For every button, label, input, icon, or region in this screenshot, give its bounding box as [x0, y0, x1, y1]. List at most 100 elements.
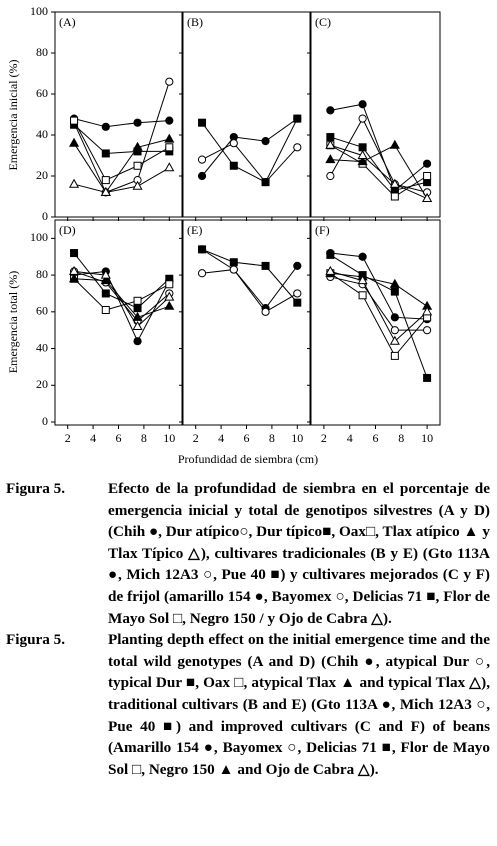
series-line: [73, 118, 170, 128]
series-line: [73, 167, 170, 193]
marker: [293, 143, 302, 152]
marker: [197, 171, 207, 181]
marker: [358, 252, 367, 261]
figure: Emergencia inicial (%) Emergencia total …: [6, 4, 441, 466]
x-tick-label: 10: [421, 431, 433, 445]
marker: [390, 192, 399, 201]
marker: [100, 275, 111, 285]
marker: [133, 118, 142, 127]
marker: [164, 300, 175, 310]
marker: [389, 139, 400, 149]
y-tick-label: 20: [36, 377, 48, 391]
x-axis-label: Profundidad de siembra (cm): [178, 452, 318, 466]
marker: [390, 351, 399, 360]
x-tick-label: 4: [347, 431, 353, 445]
marker: [229, 265, 238, 274]
marker: [100, 186, 111, 196]
series-line: [73, 270, 170, 328]
caption: Figura 5. Efecto de la profundidad de sie…: [6, 478, 490, 780]
marker: [358, 114, 367, 123]
marker: [133, 337, 142, 346]
series-line: [201, 269, 298, 313]
y-tick-label: 0: [42, 209, 48, 223]
panel-label: (E): [187, 223, 202, 237]
series-line: [73, 138, 170, 194]
marker: [357, 156, 368, 166]
x-tick-label: 2: [65, 431, 71, 445]
series-line: [73, 120, 170, 181]
panel-label: (C): [315, 15, 331, 29]
marker: [325, 139, 336, 149]
caption-label: Figura 5.: [6, 631, 66, 649]
marker: [132, 141, 143, 151]
marker: [357, 275, 368, 285]
marker: [133, 161, 142, 170]
series-line: [330, 272, 428, 307]
y-tick-label: 100: [30, 4, 48, 18]
y-tick-label: 60: [36, 86, 48, 100]
marker: [423, 159, 432, 168]
panel-label: (A): [59, 15, 76, 29]
x-tick-label: 6: [373, 431, 379, 445]
marker: [100, 269, 111, 279]
marker: [293, 114, 302, 123]
x-tick-label: 8: [398, 431, 404, 445]
marker: [165, 116, 174, 125]
panel-label: (B): [187, 15, 203, 29]
y-tick-label: 20: [36, 168, 48, 182]
marker: [132, 320, 143, 331]
marker: [198, 245, 207, 254]
series-line: [201, 248, 298, 303]
marker: [423, 373, 432, 382]
series-line: [73, 81, 170, 194]
marker: [326, 133, 335, 142]
y-tick-label: 40: [36, 127, 48, 141]
marker: [101, 305, 110, 314]
series-line: [201, 118, 298, 183]
marker: [422, 306, 433, 316]
series-line: [330, 136, 428, 191]
x-tick-label: 10: [291, 431, 303, 445]
x-tick-label: 2: [193, 431, 199, 445]
marker: [293, 289, 302, 298]
marker: [423, 172, 432, 180]
panel-label: (F): [315, 223, 330, 237]
x-tick-label: 2: [321, 431, 327, 445]
series-line: [330, 272, 428, 357]
x-tick-label: 4: [90, 431, 96, 445]
y-tick-label: 80: [36, 267, 48, 281]
marker: [261, 178, 270, 187]
marker: [261, 307, 270, 316]
series-line: [73, 270, 170, 322]
marker: [132, 311, 143, 321]
marker: [293, 261, 302, 271]
series-line: [201, 248, 298, 309]
x-tick-label: 8: [141, 431, 147, 445]
marker: [389, 335, 400, 345]
y-axis-label: Emergencia total (%): [6, 271, 20, 373]
caption-label: Figura 5.: [6, 480, 66, 497]
series-line: [330, 276, 428, 331]
series-line: [74, 278, 170, 318]
marker: [70, 249, 79, 258]
caption-paragraph: Figura 5. Efecto de la profundidad de sie…: [6, 478, 490, 629]
caption-text: Efecto de la profundidad de siembra en e…: [108, 480, 490, 627]
marker: [423, 326, 432, 335]
marker: [68, 273, 80, 283]
marker: [358, 100, 367, 109]
marker: [165, 143, 174, 152]
marker: [326, 171, 335, 181]
marker: [358, 143, 367, 152]
marker: [133, 296, 142, 305]
marker: [101, 289, 110, 298]
marker: [389, 278, 400, 288]
marker: [132, 180, 143, 190]
marker: [229, 258, 238, 267]
marker: [326, 106, 335, 115]
caption-text: Planting depth effect on the initial eme…: [108, 631, 490, 778]
marker: [101, 149, 110, 158]
x-tick-label: 6: [244, 431, 250, 445]
series-line: [330, 252, 428, 320]
y-axis-label: Emergencia inicial (%): [6, 59, 20, 170]
